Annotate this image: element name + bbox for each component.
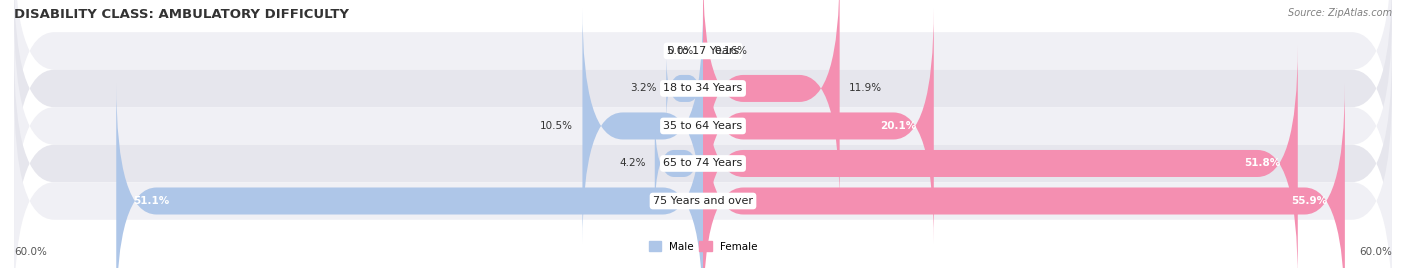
Text: 18 to 34 Years: 18 to 34 Years: [664, 83, 742, 94]
Text: 20.1%: 20.1%: [880, 121, 917, 131]
Text: 65 to 74 Years: 65 to 74 Years: [664, 158, 742, 169]
FancyBboxPatch shape: [582, 8, 703, 244]
FancyBboxPatch shape: [703, 8, 934, 244]
Legend: Male, Female: Male, Female: [644, 237, 762, 256]
Text: 5 to 17 Years: 5 to 17 Years: [666, 46, 740, 56]
Text: 11.9%: 11.9%: [849, 83, 882, 94]
FancyBboxPatch shape: [703, 38, 704, 64]
FancyBboxPatch shape: [703, 46, 1298, 268]
Text: 0.0%: 0.0%: [668, 46, 693, 56]
Text: 51.1%: 51.1%: [134, 196, 170, 206]
Text: Source: ZipAtlas.com: Source: ZipAtlas.com: [1288, 8, 1392, 18]
Text: 75 Years and over: 75 Years and over: [652, 196, 754, 206]
Text: 60.0%: 60.0%: [14, 247, 46, 257]
FancyBboxPatch shape: [14, 0, 1392, 201]
Text: 4.2%: 4.2%: [619, 158, 645, 169]
FancyBboxPatch shape: [14, 88, 1392, 268]
FancyBboxPatch shape: [703, 83, 1346, 268]
Text: 0.16%: 0.16%: [714, 46, 747, 56]
Text: 10.5%: 10.5%: [540, 121, 574, 131]
FancyBboxPatch shape: [655, 114, 703, 213]
FancyBboxPatch shape: [666, 54, 703, 123]
Text: DISABILITY CLASS: AMBULATORY DIFFICULTY: DISABILITY CLASS: AMBULATORY DIFFICULTY: [14, 8, 349, 21]
FancyBboxPatch shape: [14, 0, 1392, 163]
Text: 51.8%: 51.8%: [1244, 158, 1281, 169]
FancyBboxPatch shape: [14, 13, 1392, 239]
FancyBboxPatch shape: [117, 83, 703, 268]
Text: 55.9%: 55.9%: [1292, 196, 1327, 206]
FancyBboxPatch shape: [703, 0, 839, 206]
Text: 3.2%: 3.2%: [630, 83, 657, 94]
FancyBboxPatch shape: [14, 51, 1392, 268]
Text: 35 to 64 Years: 35 to 64 Years: [664, 121, 742, 131]
Text: 60.0%: 60.0%: [1360, 247, 1392, 257]
